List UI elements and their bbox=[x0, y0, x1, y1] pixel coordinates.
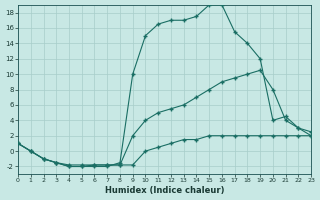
X-axis label: Humidex (Indice chaleur): Humidex (Indice chaleur) bbox=[105, 186, 224, 195]
